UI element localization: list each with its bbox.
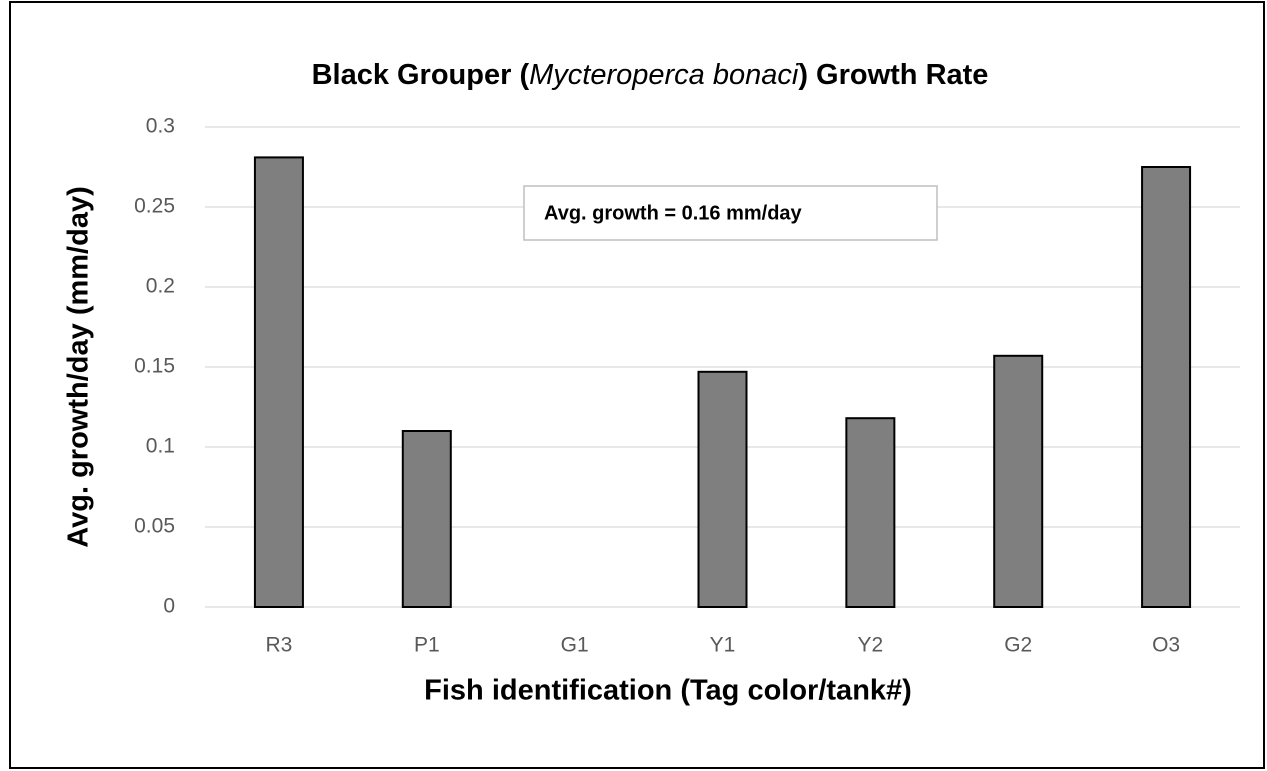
y-tick-label: 0.2 [146,275,175,298]
y-tick-label: 0 [163,595,175,618]
y-axis-title: Avg. growth/day (mm/day) [63,186,95,547]
x-tick-label: G1 [561,634,589,657]
y-tick-label: 0.15 [134,355,175,378]
bar [401,430,452,608]
bar [697,370,748,608]
bar [1141,166,1192,608]
x-tick-label: O3 [1152,634,1180,657]
title-part: Black Grouper ( [312,59,530,91]
x-tick-label: Y1 [710,634,736,657]
chart-title: Black Grouper (Mycteroperca bonaci) Grow… [312,59,989,91]
bar [845,417,896,609]
annotation: Avg. growth = 0.16 mm/day [544,202,803,224]
x-tick-label: R3 [265,634,292,657]
title-species: Mycteroperca bonaci [529,59,800,91]
annotation-box [523,185,938,241]
y-tick-label: 0.3 [146,115,175,138]
y-tick-label: 0.05 [134,515,175,538]
x-tick-label: P1 [414,634,440,657]
plot-area: 0 0.05 0.1 0.15 0.2 0.25 0.3 R3 P1 G1 Y1 Y2 G2 O3 [134,115,1240,657]
bar [253,156,304,608]
y-tick-label: 0.1 [146,435,175,458]
bar [993,354,1044,608]
x-tick-label: G2 [1004,634,1032,657]
title-part: ) Growth Rate [798,59,988,91]
y-tick-label: 0.25 [134,195,175,218]
chart-frame [9,1,1265,769]
x-tick-label: Y2 [858,634,884,657]
x-axis-title: Fish identification (Tag color/tank#) [424,675,912,707]
